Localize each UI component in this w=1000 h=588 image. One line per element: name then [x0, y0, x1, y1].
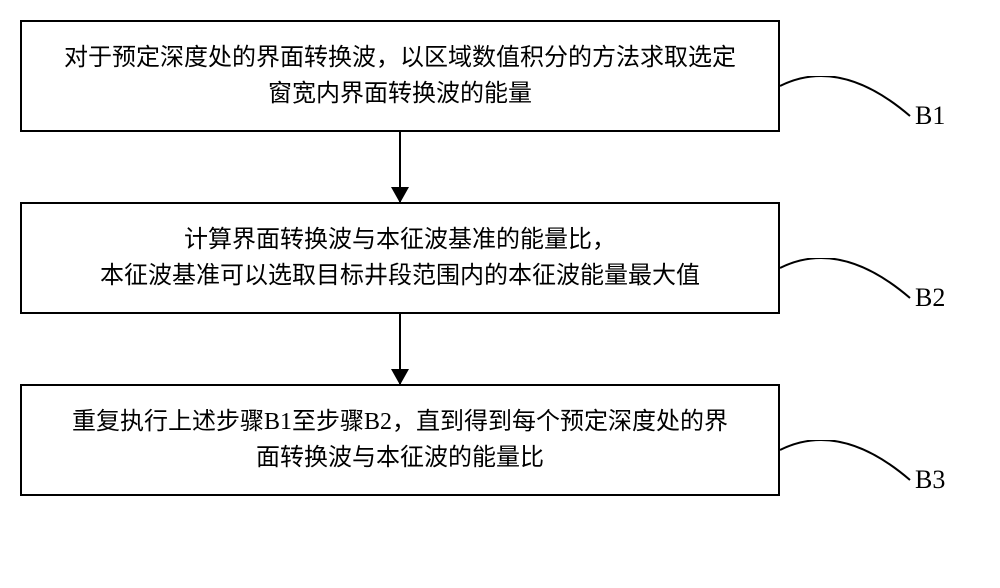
flow-arrow-wrap	[20, 314, 780, 384]
step-text-line: 对于预定深度处的界面转换波，以区域数值积分的方法求取选定	[64, 45, 736, 71]
step-label: B2	[915, 283, 945, 313]
step-text-line: 计算界面转换波与本征波基准的能量比，	[184, 227, 616, 253]
step-text-line: 面转换波与本征波的能量比	[256, 445, 544, 471]
flow-arrow-icon	[399, 132, 401, 202]
flow-arrow-wrap	[20, 132, 780, 202]
flow-step-box-b1: 对于预定深度处的界面转换波，以区域数值积分的方法求取选定 窗宽内界面转换波的能量	[20, 20, 780, 132]
step-label: B1	[915, 101, 945, 131]
step-text-line: 重复执行上述步骤B1至步骤B2，直到得到每个预定深度处的界	[72, 409, 728, 435]
step-text-line: 本征波基准可以选取目标井段范围内的本征波能量最大值	[100, 263, 700, 289]
flow-arrow-icon	[399, 314, 401, 384]
flow-step-row: 对于预定深度处的界面转换波，以区域数值积分的方法求取选定 窗宽内界面转换波的能量…	[20, 20, 980, 132]
step-label: B3	[915, 465, 945, 495]
flow-step-box-b3: 重复执行上述步骤B1至步骤B2，直到得到每个预定深度处的界 面转换波与本征波的能…	[20, 384, 780, 496]
step-text-line: 窗宽内界面转换波的能量	[268, 81, 532, 107]
flow-step-row: 计算界面转换波与本征波基准的能量比， 本征波基准可以选取目标井段范围内的本征波能…	[20, 202, 980, 314]
flow-step-row: 重复执行上述步骤B1至步骤B2，直到得到每个预定深度处的界 面转换波与本征波的能…	[20, 384, 980, 496]
flow-step-box-b2: 计算界面转换波与本征波基准的能量比， 本征波基准可以选取目标井段范围内的本征波能…	[20, 202, 780, 314]
flowchart: 对于预定深度处的界面转换波，以区域数值积分的方法求取选定 窗宽内界面转换波的能量…	[20, 20, 980, 496]
